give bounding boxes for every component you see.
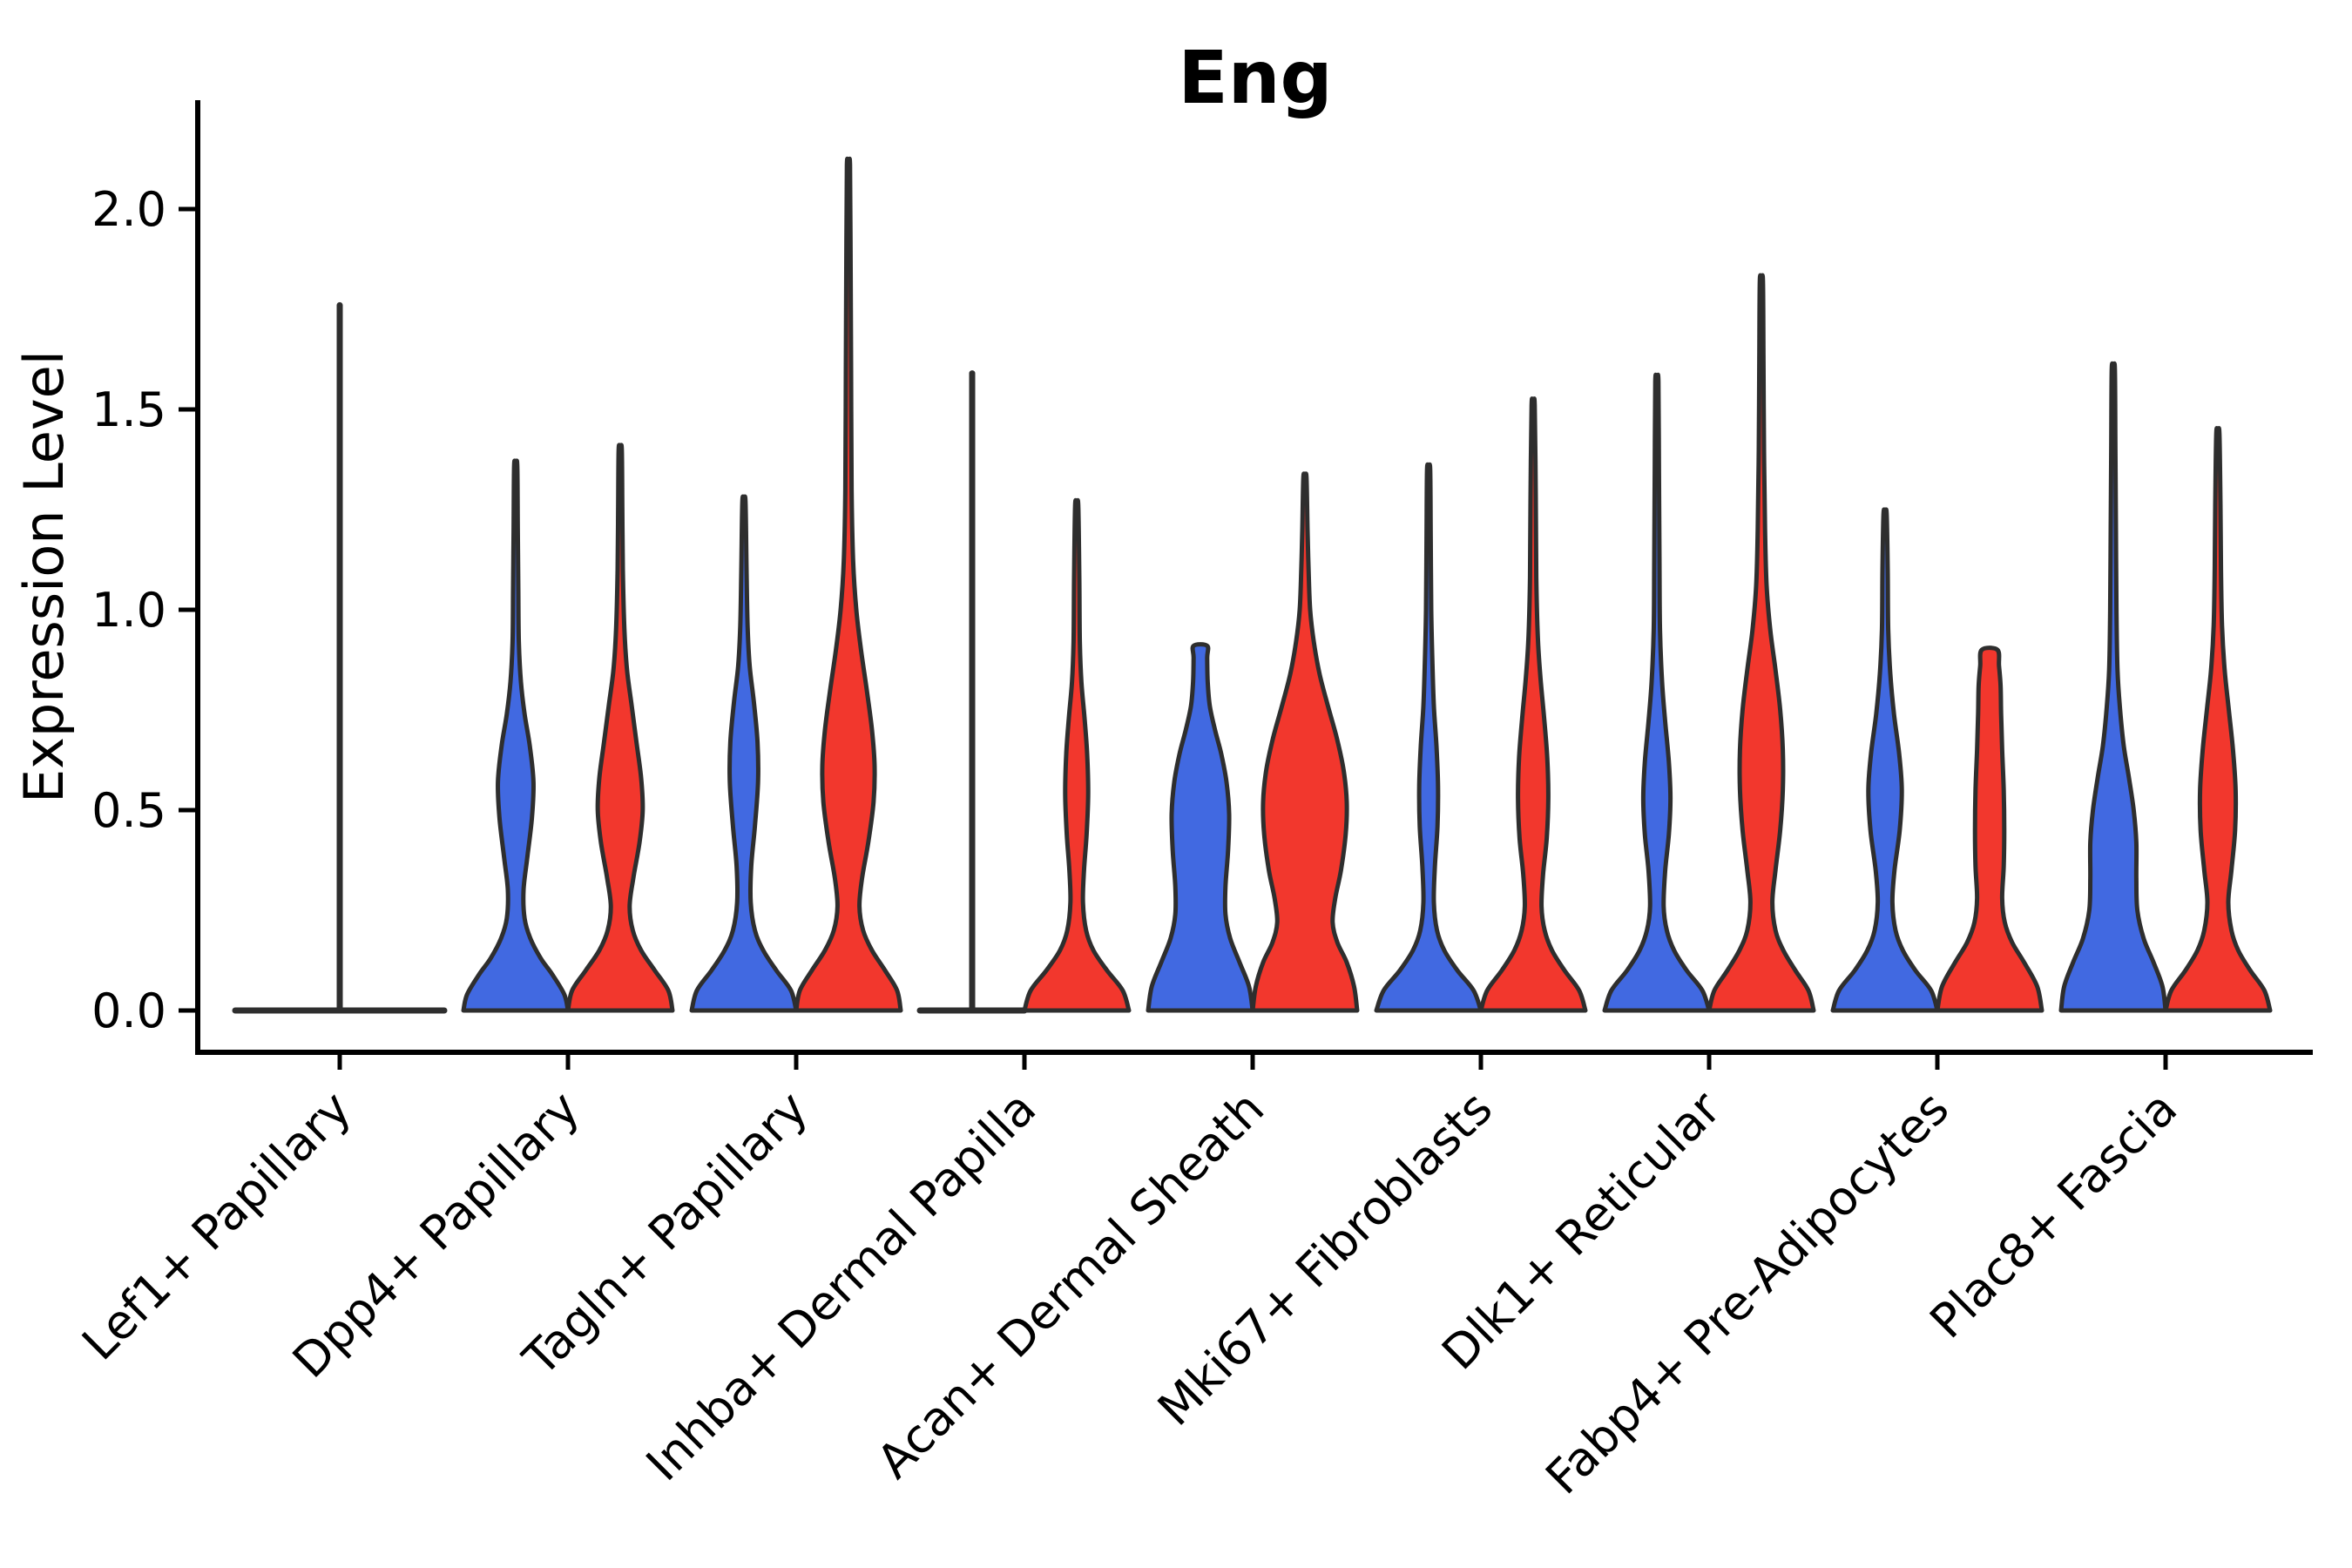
violin-dpp4-papillary-left [461,458,571,1013]
violin-tagln-papillary-right [794,156,903,1013]
x-axis-tick-label-acan-dermal-sheath: Acan+ Dermal Sheath [867,1081,1274,1489]
y-tick-label: 2.0 [91,182,166,237]
violin-fabp4-pre-adipocytes-right [1935,645,2044,1013]
violin-fabp4-pre-adipocytes-left [1830,507,1940,1013]
violin-acan-dermal-sheath-right [1250,471,1360,1013]
violin-tagln-papillary-left [689,494,799,1013]
violin-dlk1-reticular-right [1707,273,1816,1013]
x-axis-tick-label-inhba-dermal-papilla: Inhba+ Dermal Papilla [636,1081,1046,1491]
violin-acan-dermal-sheath-left [1146,642,1255,1013]
x-axis-tick-label-plac8-fascia: Plac8+ Fascia [1919,1081,2187,1349]
y-tick-label: 0.0 [91,983,166,1038]
violin-dlk1-reticular-left [1602,372,1712,1013]
violin-plac8-fascia-right [2163,426,2273,1013]
violin-mki67-fibroblasts-right [1478,396,1588,1013]
y-tick-label: 1.5 [91,382,166,437]
y-tick-label: 1.0 [91,583,166,638]
violin-dpp4-papillary-right [565,443,675,1013]
violin-mki67-fibroblasts-left [1374,462,1484,1013]
x-axis-tick-label-fabp4-pre-adipocytes: Fabp4+ Pre-Adipocytes [1535,1081,1959,1505]
chart-title: Eng [1178,35,1332,120]
violin-plac8-fascia-left [2058,361,2168,1013]
y-tick-label: 0.5 [91,783,166,838]
y-axis-label: Expression Level [12,350,76,803]
violin-inhba-dermal-papilla-right [1022,497,1132,1013]
